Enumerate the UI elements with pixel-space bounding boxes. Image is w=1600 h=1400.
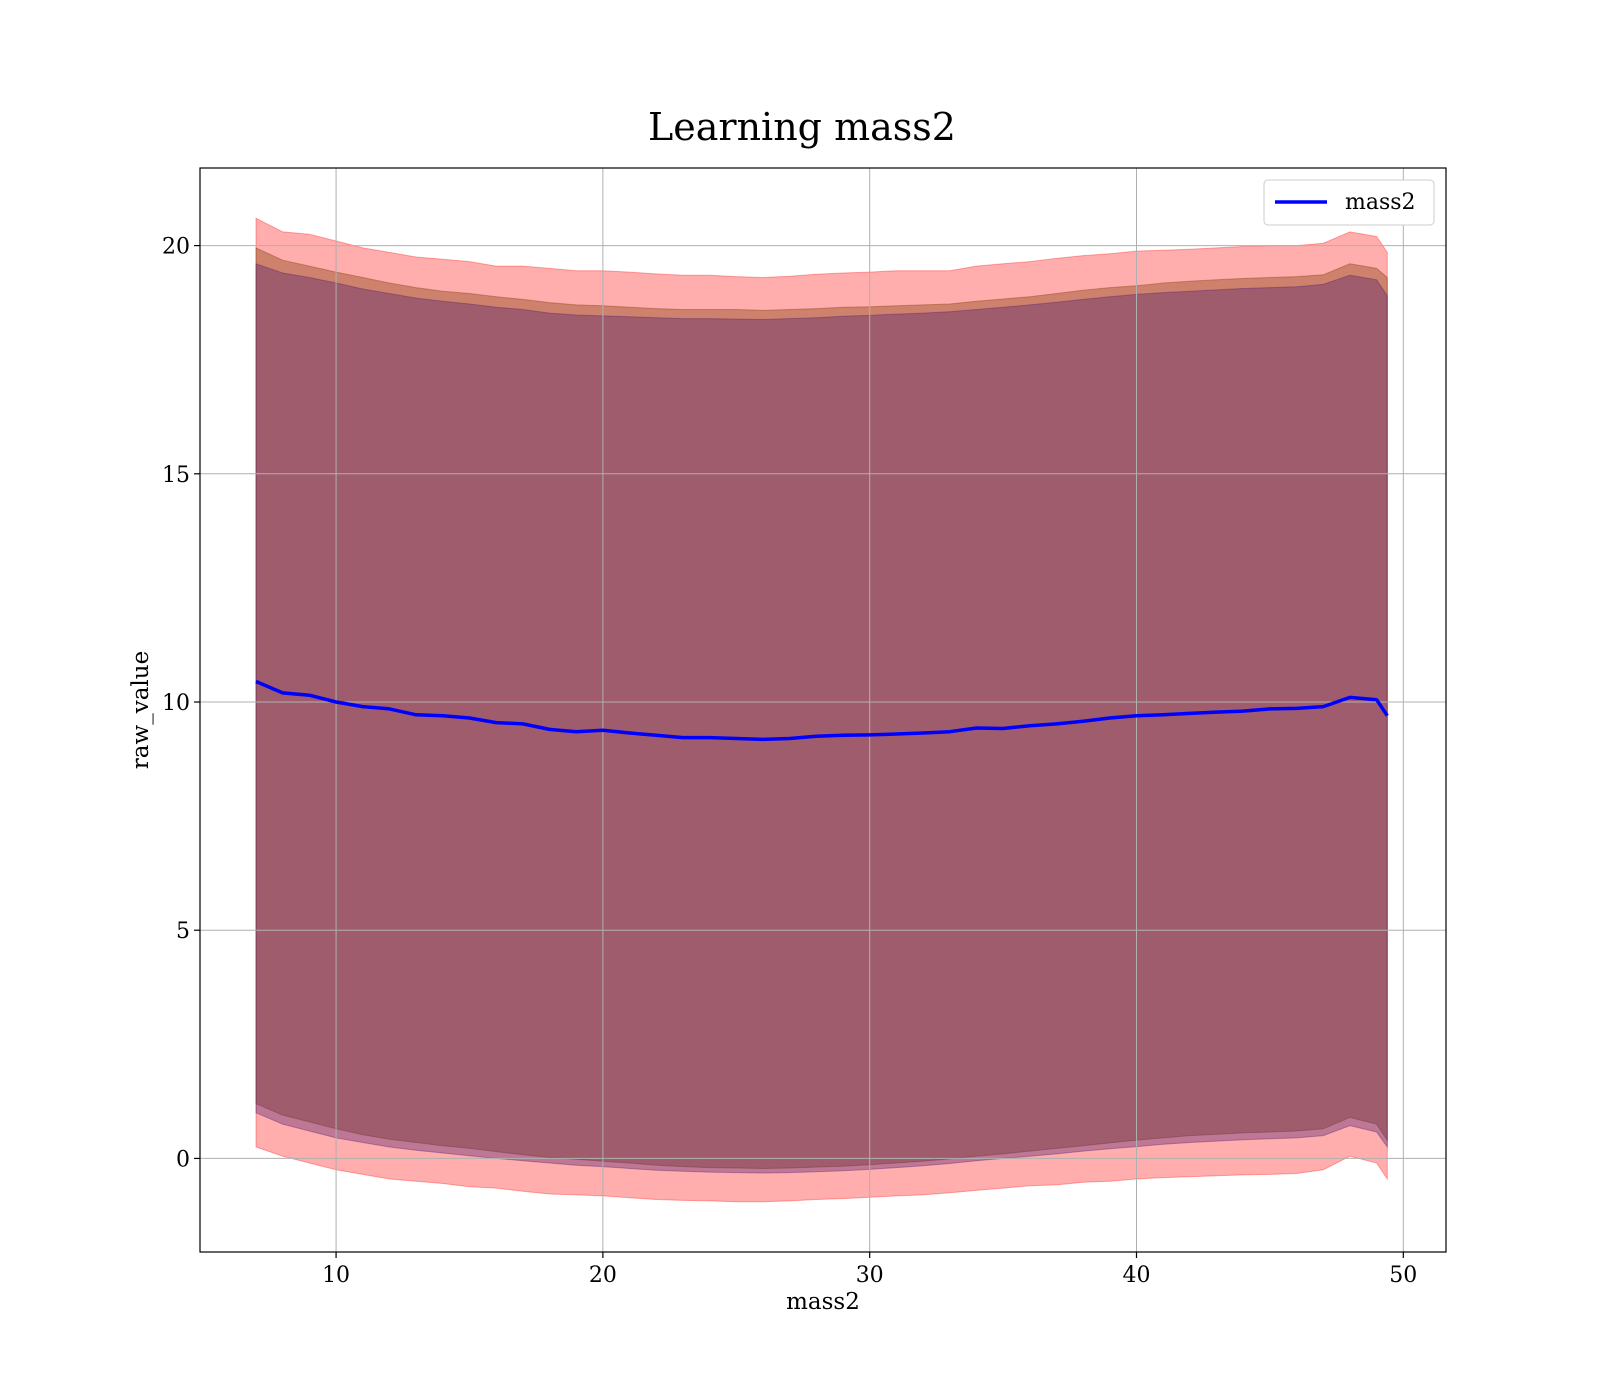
- series-line-mass2: [255, 679, 1389, 742]
- band-2: [255, 247, 1388, 1170]
- series-lines: [255, 679, 1389, 742]
- chart-title: Learning mass2: [648, 105, 956, 149]
- confidence-bands: [255, 217, 1388, 1203]
- x-tick-label: 40: [1123, 1263, 1151, 1288]
- legend: mass2: [1263, 179, 1435, 226]
- axis-ticks: 10 20 30 40 50 0 5 10 15 20: [162, 235, 1417, 1288]
- x-tick-label: 10: [322, 1263, 350, 1288]
- y-tick-label: 15: [162, 463, 190, 488]
- grid: [200, 168, 1446, 1252]
- y-tick-label: 5: [176, 919, 190, 944]
- y-tick-label: 20: [162, 235, 190, 260]
- y-axis-label: raw_value: [128, 651, 154, 769]
- y-tick-label: 0: [176, 1147, 190, 1172]
- x-tick-label: 50: [1389, 1263, 1417, 1288]
- x-tick-label: 30: [856, 1263, 884, 1288]
- legend-box: [1263, 179, 1435, 226]
- legend-label: mass2: [1345, 190, 1416, 215]
- plot-frame: [199, 167, 1447, 1253]
- band-3: [255, 263, 1388, 1174]
- y-tick-label: 10: [162, 691, 190, 716]
- band-1: [255, 217, 1388, 1203]
- x-axis-label: mass2: [786, 1289, 860, 1315]
- x-tick-label: 20: [589, 1263, 617, 1288]
